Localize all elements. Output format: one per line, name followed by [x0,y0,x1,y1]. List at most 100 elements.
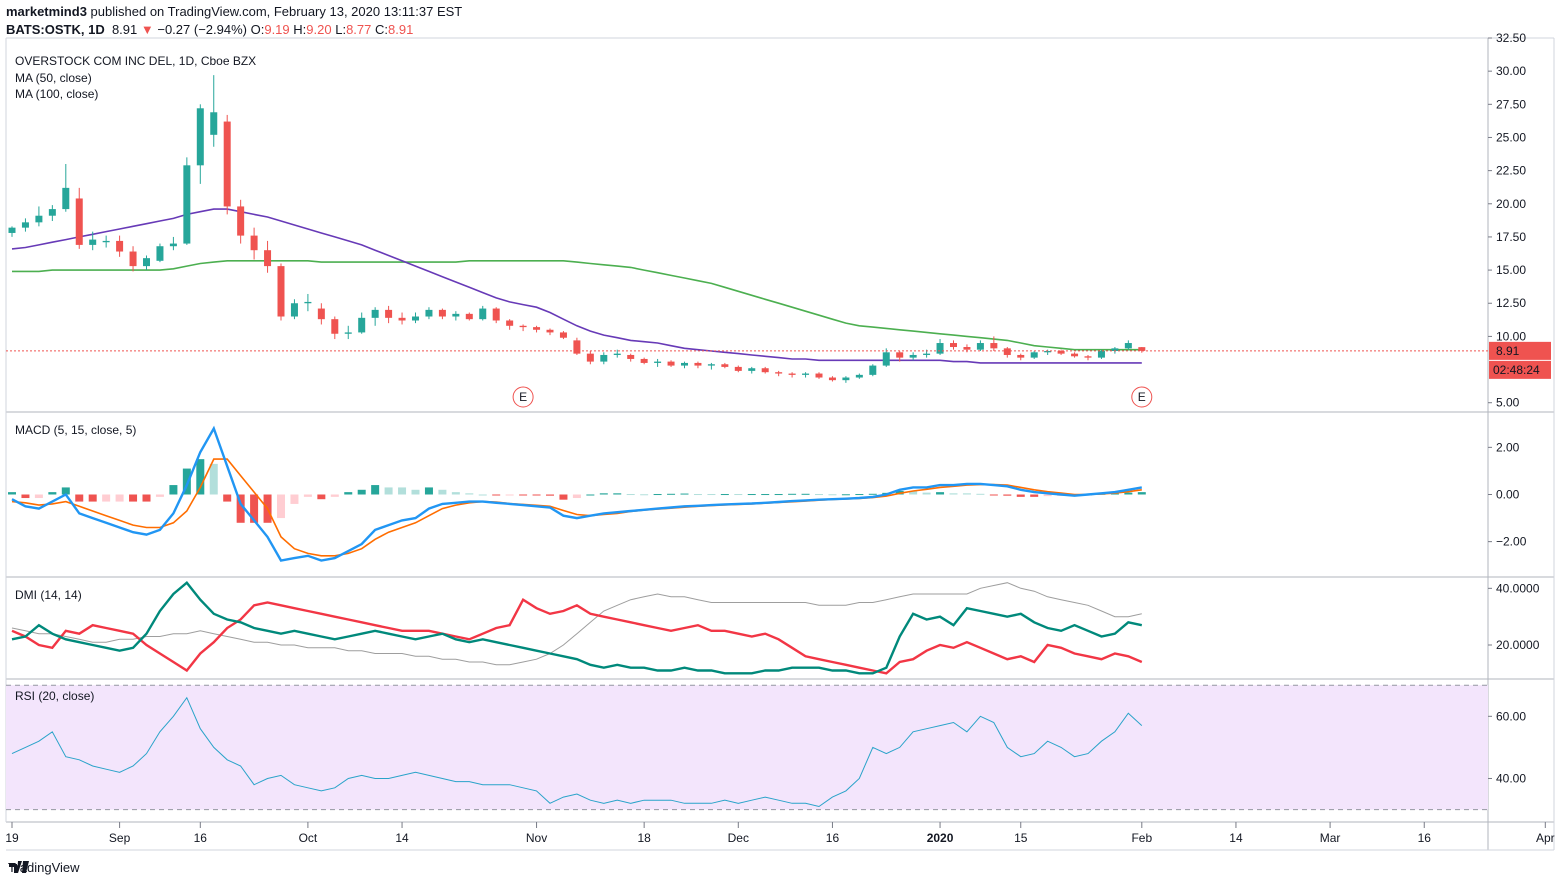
y-tick-label: 22.50 [1496,164,1526,178]
x-tick-label: 2020 [927,831,954,845]
footer-brand: TradingView [8,860,80,875]
macd-histogram-bar [532,494,541,496]
candle-body [909,354,917,358]
candle-body [304,301,312,304]
macd-histogram-bar [546,494,554,496]
candle-body [963,347,971,350]
macd-histogram-bar [209,463,218,495]
candle-body [1017,354,1025,358]
candle-body [533,327,541,330]
macd-histogram-bar [303,494,312,497]
y-tick-label: 0.00 [1496,488,1520,502]
macd-histogram-bar [774,494,783,496]
candle-body [210,112,218,135]
x-tick-label: 16 [826,831,840,845]
macd-histogram-bar [572,494,581,499]
candle-body [506,320,514,326]
x-tick-label: Apr [1536,831,1555,845]
x-tick-label: Dec [728,831,749,845]
y-tick-label: 20.0000 [1496,638,1540,652]
macd-histogram-bar [505,494,514,496]
candle-body [627,354,635,359]
legend-entry: MA (50, close) [15,71,92,85]
macd-histogram-bar [21,494,30,499]
candle-body [640,358,648,363]
macd-histogram-bar [1016,494,1025,497]
price-pane-title: OVERSTOCK COM INC DEL, 1D, Cboe BZX [15,54,256,68]
macd-histogram-bar [693,494,702,496]
x-tick-label: Mar [1320,831,1341,845]
candle-body [788,373,796,375]
candle-body [1084,356,1092,358]
candle-body [264,250,272,267]
candle-body [882,352,890,366]
macd-histogram-bar [1003,494,1012,496]
rsi-band [6,685,1488,810]
macd-line [11,425,1143,562]
macd-histogram-bar [492,494,501,496]
candle-body [1138,347,1146,351]
macd-histogram-bar [747,494,756,496]
candle-body [842,377,850,381]
candle-body [1124,343,1132,349]
candle-body [62,187,70,210]
symbol-label: BATS:OSTK, 1D [6,22,105,37]
candle-body [250,235,258,251]
rsi-pane-title: RSI (20, close) [15,689,94,703]
macd-histogram-bar [129,494,138,502]
candle-body [331,319,339,334]
candle-body [8,227,16,233]
candle-body [519,325,527,328]
macd-histogram-bar [815,494,823,496]
macd-histogram-bar [223,494,232,502]
candle-body [802,373,810,375]
y-tick-label: 20.00 [1496,197,1526,211]
macd-histogram-bar [680,493,689,495]
macd-histogram-bar [357,489,366,495]
open-value: 9.19 [264,22,290,37]
macd-histogram-bar [398,487,407,495]
candle-body [1057,350,1065,354]
candle-body [102,240,110,243]
macd-histogram-bar [976,493,985,495]
macd-histogram-bar [788,493,797,495]
candle-body [1030,352,1038,358]
candle-body [290,303,298,317]
macd-histogram-bar [61,487,70,495]
macd-histogram-bar [75,494,84,502]
macd-histogram-bar [424,487,433,495]
macd-histogram-bar [182,468,191,495]
macd-histogram-bar [169,485,178,495]
candle-body [398,317,406,321]
down-arrow-icon: ▼ [137,22,158,37]
last-price: 8.91 [111,22,138,37]
macd-histogram-bar [640,494,649,496]
candle-body [896,352,904,358]
macd-histogram-bar [761,494,770,496]
high-label: H: [293,22,307,37]
candle-body [559,332,567,338]
x-tick-label: Nov [526,831,547,845]
low-value: 8.77 [346,22,372,37]
candle-body [936,343,944,354]
candle-body [667,361,675,366]
macd-histogram-bar [8,492,16,495]
candle-body [869,365,877,375]
macd-histogram-bar [1124,492,1133,495]
last-price-badge-text: 8.91 [1496,344,1520,358]
x-tick-label: 15 [1014,831,1028,845]
y-tick-label: 15.00 [1496,263,1526,277]
candle-body [1044,350,1052,353]
macd-histogram-bar [371,485,380,495]
x-tick-label: Feb [1131,831,1152,845]
candle-body [1097,350,1105,358]
macd-histogram-bar [841,494,850,496]
macd-histogram-bar [909,490,918,495]
macd-histogram-bar [102,494,111,502]
macd-histogram-bar [613,493,622,495]
macd-histogram-bar [277,494,285,519]
y-tick-label: 12.50 [1496,296,1526,310]
rsi-line [11,696,1143,808]
candle-body [237,206,245,236]
